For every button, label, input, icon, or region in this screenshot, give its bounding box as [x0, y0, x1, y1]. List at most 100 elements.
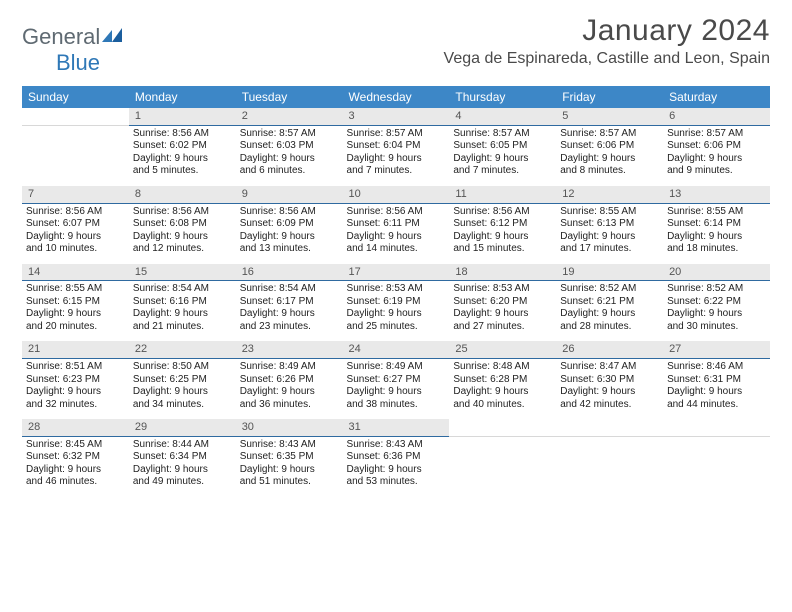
day-info-line: Sunrise: 8:56 AM — [347, 206, 446, 219]
day-info-line: Daylight: 9 hours — [560, 231, 659, 244]
day-info-line: and 14 minutes. — [347, 243, 446, 256]
day-info-line: Daylight: 9 hours — [347, 308, 446, 321]
day-info-line: Sunset: 6:09 PM — [240, 218, 339, 231]
day-number-cell: 21 — [22, 341, 129, 358]
day-number-cell: 7 — [22, 186, 129, 203]
day-info-line: Sunset: 6:13 PM — [560, 218, 659, 231]
day-number-row: 14151617181920 — [22, 264, 770, 281]
day-info-line: Daylight: 9 hours — [560, 386, 659, 399]
day-info-line: and 10 minutes. — [26, 243, 125, 256]
day-info-line: Sunset: 6:19 PM — [347, 296, 446, 309]
day-number-cell: 14 — [22, 264, 129, 281]
day-info-line: Sunset: 6:11 PM — [347, 218, 446, 231]
day-info-line: Daylight: 9 hours — [453, 231, 552, 244]
day-info-cell: Sunrise: 8:56 AMSunset: 6:02 PMDaylight:… — [129, 125, 236, 186]
day-number-cell: 3 — [343, 108, 450, 125]
day-info-line: Daylight: 9 hours — [347, 386, 446, 399]
day-info-cell: Sunrise: 8:43 AMSunset: 6:35 PMDaylight:… — [236, 436, 343, 497]
day-info-line: Sunrise: 8:49 AM — [347, 361, 446, 374]
day-number-row: 21222324252627 — [22, 341, 770, 358]
day-info-cell: Sunrise: 8:57 AMSunset: 6:06 PMDaylight:… — [556, 125, 663, 186]
day-number-cell: 16 — [236, 264, 343, 281]
day-info-line: Sunrise: 8:48 AM — [453, 361, 552, 374]
day-info-line: Sunset: 6:32 PM — [26, 451, 125, 464]
day-info-cell: Sunrise: 8:49 AMSunset: 6:26 PMDaylight:… — [236, 359, 343, 420]
day-info-line: Daylight: 9 hours — [26, 231, 125, 244]
day-info-line: Sunrise: 8:57 AM — [560, 128, 659, 141]
title-block: January 2024 Vega de Espinareda, Castill… — [444, 14, 770, 68]
day-info-line: and 27 minutes. — [453, 321, 552, 334]
day-number-cell — [22, 108, 129, 125]
day-number-cell: 22 — [129, 341, 236, 358]
day-info: Sunrise: 8:56 AMSunset: 6:12 PMDaylight:… — [453, 206, 552, 256]
day-info-line: Sunrise: 8:55 AM — [560, 206, 659, 219]
day-info-line: Sunset: 6:28 PM — [453, 374, 552, 387]
day-info-line: and 25 minutes. — [347, 321, 446, 334]
day-info: Sunrise: 8:57 AMSunset: 6:04 PMDaylight:… — [347, 128, 446, 178]
day-info-line: Daylight: 9 hours — [453, 308, 552, 321]
day-info: Sunrise: 8:50 AMSunset: 6:25 PMDaylight:… — [133, 361, 232, 411]
day-info-line: Sunrise: 8:57 AM — [240, 128, 339, 141]
day-info-line: Sunset: 6:25 PM — [133, 374, 232, 387]
day-info-line: and 46 minutes. — [26, 476, 125, 489]
day-info-cell — [449, 436, 556, 497]
day-info-cell: Sunrise: 8:46 AMSunset: 6:31 PMDaylight:… — [663, 359, 770, 420]
day-info: Sunrise: 8:55 AMSunset: 6:15 PMDaylight:… — [26, 283, 125, 333]
day-number-cell: 26 — [556, 341, 663, 358]
day-info-line: Sunset: 6:26 PM — [240, 374, 339, 387]
dow-header: Thursday — [449, 86, 556, 108]
day-info-line: Sunset: 6:06 PM — [560, 140, 659, 153]
day-info-row: Sunrise: 8:51 AMSunset: 6:23 PMDaylight:… — [22, 359, 770, 420]
day-number-row: 28293031 — [22, 419, 770, 436]
day-number-cell: 10 — [343, 186, 450, 203]
day-number-cell: 20 — [663, 264, 770, 281]
day-info-row: Sunrise: 8:45 AMSunset: 6:32 PMDaylight:… — [22, 436, 770, 497]
day-info-cell: Sunrise: 8:47 AMSunset: 6:30 PMDaylight:… — [556, 359, 663, 420]
day-info-line: Sunset: 6:35 PM — [240, 451, 339, 464]
day-info-line: and 13 minutes. — [240, 243, 339, 256]
day-info-line: and 18 minutes. — [667, 243, 766, 256]
day-info-line: Sunrise: 8:45 AM — [26, 439, 125, 452]
day-number-cell: 18 — [449, 264, 556, 281]
day-info-line: Sunset: 6:06 PM — [667, 140, 766, 153]
day-info-cell: Sunrise: 8:45 AMSunset: 6:32 PMDaylight:… — [22, 436, 129, 497]
day-info-cell: Sunrise: 8:57 AMSunset: 6:04 PMDaylight:… — [343, 125, 450, 186]
day-info: Sunrise: 8:57 AMSunset: 6:06 PMDaylight:… — [667, 128, 766, 178]
logo: General Blue — [22, 14, 124, 76]
dow-header: Tuesday — [236, 86, 343, 108]
dow-row: Sunday Monday Tuesday Wednesday Thursday… — [22, 86, 770, 108]
day-info-line: Daylight: 9 hours — [560, 308, 659, 321]
day-info: Sunrise: 8:46 AMSunset: 6:31 PMDaylight:… — [667, 361, 766, 411]
day-info-line: Sunrise: 8:55 AM — [667, 206, 766, 219]
day-info: Sunrise: 8:56 AMSunset: 6:07 PMDaylight:… — [26, 206, 125, 256]
day-info-line: Sunrise: 8:55 AM — [26, 283, 125, 296]
day-number-cell: 9 — [236, 186, 343, 203]
day-info-line: Sunrise: 8:57 AM — [667, 128, 766, 141]
calendar-body: 123456Sunrise: 8:56 AMSunset: 6:02 PMDay… — [22, 108, 770, 497]
day-info: Sunrise: 8:47 AMSunset: 6:30 PMDaylight:… — [560, 361, 659, 411]
day-info-cell: Sunrise: 8:52 AMSunset: 6:21 PMDaylight:… — [556, 281, 663, 342]
day-info: Sunrise: 8:43 AMSunset: 6:36 PMDaylight:… — [347, 439, 446, 489]
day-number-cell — [449, 419, 556, 436]
day-number-cell: 30 — [236, 419, 343, 436]
day-info-line: Daylight: 9 hours — [26, 464, 125, 477]
day-info: Sunrise: 8:56 AMSunset: 6:08 PMDaylight:… — [133, 206, 232, 256]
day-info-line: Sunrise: 8:49 AM — [240, 361, 339, 374]
day-info-cell: Sunrise: 8:53 AMSunset: 6:19 PMDaylight:… — [343, 281, 450, 342]
day-info-cell: Sunrise: 8:48 AMSunset: 6:28 PMDaylight:… — [449, 359, 556, 420]
day-number-cell: 25 — [449, 341, 556, 358]
day-info-line: Daylight: 9 hours — [560, 153, 659, 166]
day-info-line: and 7 minutes. — [453, 165, 552, 178]
day-info-line: and 40 minutes. — [453, 399, 552, 412]
day-info-cell: Sunrise: 8:57 AMSunset: 6:05 PMDaylight:… — [449, 125, 556, 186]
day-number-cell: 6 — [663, 108, 770, 125]
month-title: January 2024 — [444, 14, 770, 48]
day-info-line: Daylight: 9 hours — [667, 153, 766, 166]
day-info: Sunrise: 8:44 AMSunset: 6:34 PMDaylight:… — [133, 439, 232, 489]
day-info-line: Sunrise: 8:52 AM — [560, 283, 659, 296]
day-info-line: Sunset: 6:03 PM — [240, 140, 339, 153]
day-info-cell: Sunrise: 8:56 AMSunset: 6:08 PMDaylight:… — [129, 203, 236, 264]
day-info-cell: Sunrise: 8:53 AMSunset: 6:20 PMDaylight:… — [449, 281, 556, 342]
dow-header: Sunday — [22, 86, 129, 108]
day-info-line: Sunset: 6:16 PM — [133, 296, 232, 309]
